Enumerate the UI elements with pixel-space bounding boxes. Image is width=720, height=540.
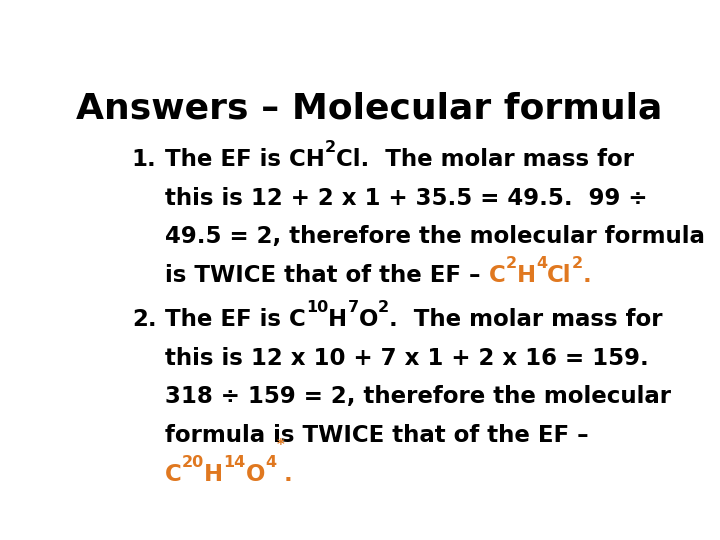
Text: this is 12 + 2 x 1 + 35.5 = 49.5.  99 ÷: this is 12 + 2 x 1 + 35.5 = 49.5. 99 ÷ [166, 187, 648, 210]
Text: The EF is CH: The EF is CH [166, 148, 325, 171]
Text: C: C [489, 264, 505, 287]
Text: 2: 2 [378, 300, 389, 315]
Text: 49.5 = 2, therefore the molecular formula: 49.5 = 2, therefore the molecular formul… [166, 225, 705, 248]
Text: H: H [517, 264, 536, 287]
Text: O: O [246, 463, 265, 485]
Text: 7: 7 [348, 300, 359, 315]
Text: 1.: 1. [132, 148, 157, 171]
Text: C: C [166, 463, 182, 485]
Text: Cl: Cl [547, 264, 572, 287]
Text: 20: 20 [182, 455, 204, 470]
Text: H: H [204, 463, 223, 485]
Text: 2.: 2. [132, 308, 156, 331]
Text: 4: 4 [536, 256, 547, 271]
Text: .: . [284, 463, 293, 485]
Text: The EF is C: The EF is C [166, 308, 306, 331]
Text: 10: 10 [306, 300, 328, 315]
Text: 318 ÷ 159 = 2, therefore the molecular: 318 ÷ 159 = 2, therefore the molecular [166, 386, 671, 408]
Text: *: * [276, 437, 284, 453]
Text: Cl.  The molar mass for: Cl. The molar mass for [336, 148, 634, 171]
Text: .  The molar mass for: . The molar mass for [389, 308, 662, 331]
Text: 14: 14 [223, 455, 246, 470]
Text: 2: 2 [505, 256, 517, 271]
Text: .: . [582, 264, 591, 287]
Text: 2: 2 [572, 256, 582, 271]
Text: 2: 2 [325, 140, 336, 155]
Text: this is 12 x 10 + 7 x 1 + 2 x 16 = 159.: this is 12 x 10 + 7 x 1 + 2 x 16 = 159. [166, 347, 649, 370]
Text: H: H [328, 308, 348, 331]
Text: formula is TWICE that of the EF –: formula is TWICE that of the EF – [166, 424, 589, 447]
Text: Answers – Molecular formula: Answers – Molecular formula [76, 92, 662, 126]
Text: is TWICE that of the EF –: is TWICE that of the EF – [166, 264, 489, 287]
Text: 4: 4 [265, 455, 276, 470]
Text: O: O [359, 308, 378, 331]
